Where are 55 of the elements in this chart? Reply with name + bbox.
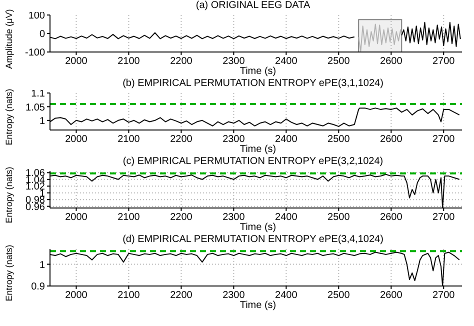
x-tick-label: 2200 [170, 212, 193, 224]
chart-title: (a) ORIGINAL EEG DATA [196, 0, 310, 11]
chart-title: (b) EMPIRICAL PERMUTATION ENTROPY ePE(3,1,1024) [122, 78, 384, 90]
x-tick-label: 2100 [118, 290, 140, 302]
y-axis-title: Amplitude (μV) [4, 9, 14, 69]
y-tick-label: 100 [28, 10, 46, 22]
x-tick-label: 2400 [275, 290, 298, 302]
x-tick-label: 2200 [170, 56, 193, 68]
y-tick-label: 1.1 [31, 88, 46, 100]
y-tick-label: 1.05 [26, 102, 46, 114]
y-axis-title: Entropy (nats) [4, 166, 14, 224]
x-tick-label: 2000 [65, 212, 88, 224]
line-series [50, 252, 460, 286]
x-tick-label: 2300 [222, 290, 246, 302]
x-tick-label: 2100 [118, 134, 140, 146]
x-tick-label: 2500 [328, 290, 350, 302]
y-tick-label: 0 [39, 29, 46, 40]
y-tick-label: -100 [24, 48, 46, 59]
x-tick-label: 2400 [275, 212, 298, 224]
x-axis-title: Time (s) [238, 144, 278, 156]
x-tick-label: 2100 [118, 56, 140, 68]
x-tick-label: 2700 [432, 290, 456, 302]
x-tick-label: 2500 [328, 134, 350, 146]
x-tick-label: 2000 [65, 56, 88, 68]
y-tick-label: 1 [39, 260, 46, 271]
x-tick-label: 2500 [328, 212, 350, 224]
line-series [50, 174, 460, 208]
x-tick-label: 2400 [275, 134, 298, 146]
x-tick-label: 2700 [432, 212, 456, 224]
y-tick-label: 0.9 [31, 282, 46, 293]
x-tick-label: 2600 [380, 134, 403, 146]
chart-title: (d) EMPIRICAL PERMUTATION ENTROPY ePE(3,4,1024) [122, 234, 384, 246]
y-tick-label: 1 [39, 116, 46, 127]
x-tick-label: 2600 [380, 290, 403, 302]
y-axis-title: Entropy (nats) [4, 244, 14, 302]
x-tick-label: 2700 [432, 134, 456, 146]
x-tick-label: 2300 [222, 134, 246, 146]
x-tick-label: 2600 [380, 212, 403, 224]
x-tick-label: 2000 [65, 134, 88, 146]
x-tick-label: 2000 [65, 290, 88, 302]
x-tick-label: 2100 [118, 212, 140, 224]
line-series [401, 22, 461, 47]
x-tick-label: 2200 [170, 290, 193, 302]
x-tick-label: 2300 [222, 212, 246, 224]
x-axis-title: Time (s) [240, 66, 276, 77]
y-axis-title: Entropy (nats) [4, 88, 14, 146]
x-tick-label: 2600 [380, 56, 403, 68]
chart-title: (c) EMPIRICAL PERMUTATION ENTROPY ePE(3,2,1024) [122, 156, 384, 168]
x-tick-label: 2500 [328, 56, 350, 68]
x-tick-label: 2300 [222, 56, 246, 68]
x-tick-label: 2400 [275, 56, 298, 68]
x-tick-label: 2200 [170, 134, 193, 146]
x-tick-label: 2700 [432, 56, 456, 68]
x-axis-title: Time (s) [238, 222, 278, 234]
x-axis-title: Time (s) [238, 300, 278, 312]
